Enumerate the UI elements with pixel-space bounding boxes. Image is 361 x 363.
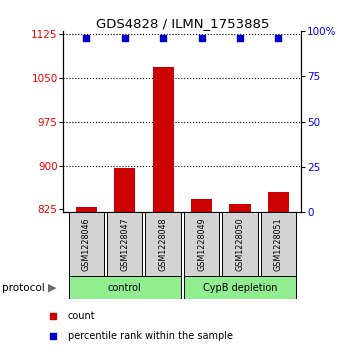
- FancyBboxPatch shape: [184, 276, 296, 299]
- Text: control: control: [108, 283, 142, 293]
- Point: [278, 74, 283, 80]
- Point: [83, 35, 89, 41]
- FancyBboxPatch shape: [184, 212, 219, 276]
- Text: percentile rank within the sample: percentile rank within the sample: [68, 331, 233, 341]
- Point: [199, 35, 204, 41]
- FancyBboxPatch shape: [107, 212, 142, 276]
- Text: GSM1228047: GSM1228047: [120, 217, 129, 271]
- Text: protocol: protocol: [2, 283, 44, 293]
- Title: GDS4828 / ILMN_1753885: GDS4828 / ILMN_1753885: [96, 17, 269, 30]
- Point: [122, 35, 127, 41]
- FancyBboxPatch shape: [145, 212, 181, 276]
- Point: [278, 256, 283, 262]
- Point: [275, 35, 281, 41]
- Text: CypB depletion: CypB depletion: [203, 283, 277, 293]
- FancyBboxPatch shape: [222, 212, 258, 276]
- Point: [160, 35, 166, 41]
- Bar: [191, 199, 212, 212]
- Bar: [76, 207, 97, 212]
- Bar: [153, 67, 174, 212]
- Point: [237, 35, 243, 41]
- Text: GSM1228048: GSM1228048: [158, 217, 168, 271]
- Text: GSM1228050: GSM1228050: [235, 217, 244, 271]
- Text: count: count: [68, 311, 96, 321]
- Bar: [114, 168, 135, 212]
- Text: GSM1228051: GSM1228051: [274, 217, 283, 271]
- Text: GSM1228046: GSM1228046: [82, 217, 91, 271]
- Text: GSM1228049: GSM1228049: [197, 217, 206, 271]
- FancyBboxPatch shape: [69, 212, 104, 276]
- Bar: [229, 204, 251, 212]
- FancyBboxPatch shape: [69, 276, 181, 299]
- Bar: [268, 192, 289, 212]
- FancyBboxPatch shape: [261, 212, 296, 276]
- Text: ▶: ▶: [48, 283, 57, 293]
